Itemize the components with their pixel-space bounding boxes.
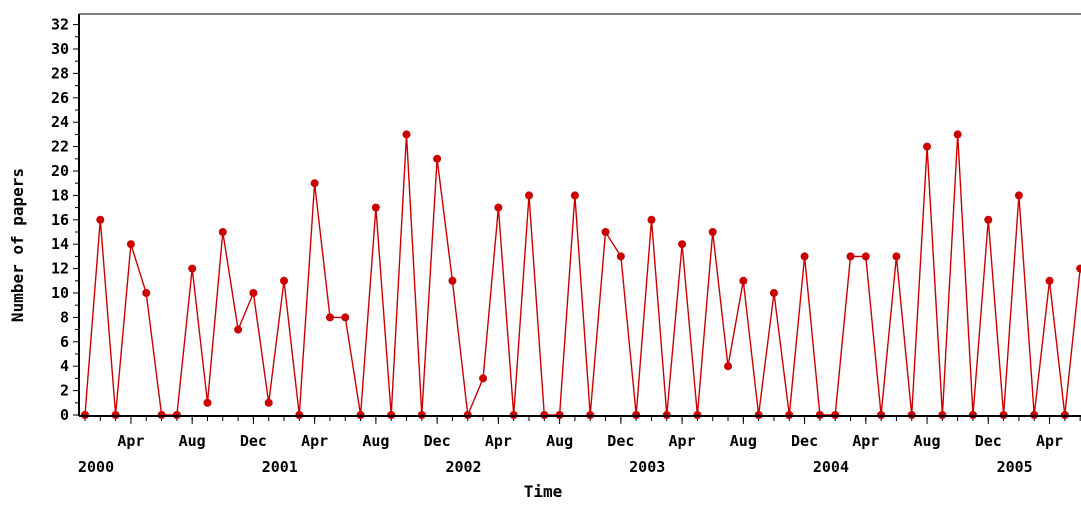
- x-month-label: Aug: [179, 432, 206, 450]
- data-point: [96, 215, 105, 224]
- x-month-label: Dec: [240, 432, 267, 450]
- x-month-label: Apr: [669, 432, 696, 450]
- x-month-label: Apr: [1036, 432, 1063, 450]
- series-line: [84, 134, 1081, 418]
- plot-area: [79, 14, 1081, 416]
- y-tick-label: 28: [51, 64, 69, 82]
- data-point: [678, 240, 687, 249]
- y-tick-label: 30: [51, 40, 69, 58]
- data-point: [739, 276, 748, 285]
- data-point: [371, 203, 380, 212]
- data-point: [616, 252, 625, 261]
- data-point: [846, 252, 855, 261]
- y-tick-label: 26: [51, 89, 69, 107]
- y-tick-label: 32: [51, 16, 69, 34]
- data-point: [892, 252, 901, 261]
- data-point: [402, 130, 411, 139]
- x-month-label: Aug: [546, 432, 573, 450]
- data-point: [1045, 276, 1054, 285]
- y-tick-label: 6: [60, 333, 69, 351]
- y-tick-label: 4: [60, 357, 69, 375]
- data-point: [218, 228, 227, 236]
- y-tick-label: 2: [60, 382, 69, 400]
- data-point: [570, 191, 579, 200]
- y-tick-label: 18: [51, 186, 69, 204]
- x-year-label: 2000: [78, 458, 114, 476]
- data-point: [249, 289, 258, 297]
- y-tick-label: 22: [51, 138, 69, 156]
- data-point: [724, 362, 733, 371]
- y-axis-title: Number of papers: [8, 168, 27, 322]
- data-point: [341, 313, 350, 322]
- x-month-label: Apr: [301, 432, 328, 450]
- data-point: [1014, 191, 1023, 200]
- data-point: [861, 252, 870, 261]
- data-point: [448, 276, 457, 285]
- data-point: [280, 276, 289, 285]
- x-month-label: Aug: [362, 432, 389, 450]
- data-point: [984, 215, 993, 224]
- y-tick-label: 24: [51, 113, 69, 131]
- data-point: [923, 142, 932, 151]
- x-month-label: Dec: [791, 432, 818, 450]
- x-year-label: 2005: [997, 458, 1033, 476]
- x-axis-title: Time: [524, 482, 563, 501]
- y-tick-label: 8: [60, 308, 69, 326]
- data-point: [1076, 264, 1081, 273]
- data-point: [234, 325, 243, 334]
- data-point: [601, 228, 610, 236]
- data-point: [142, 289, 151, 297]
- x-month-label: Apr: [485, 432, 512, 450]
- x-month-label: Dec: [607, 432, 634, 450]
- x-year-label: 2002: [445, 458, 481, 476]
- y-tick-label: 14: [51, 235, 69, 253]
- y-tick-label: 20: [51, 162, 69, 180]
- data-point: [708, 228, 717, 236]
- data-point: [524, 191, 533, 200]
- y-tick-label: 0: [60, 406, 69, 424]
- x-month-label: Dec: [975, 432, 1002, 450]
- data-point: [479, 374, 488, 383]
- data-point: [325, 313, 334, 322]
- data-point: [800, 252, 809, 261]
- data-point: [188, 264, 197, 273]
- data-point: [203, 398, 212, 407]
- x-month-label: Aug: [914, 432, 941, 450]
- x-month-label: Apr: [117, 432, 144, 450]
- x-month-label: Dec: [424, 432, 451, 450]
- y-tick-label: 10: [51, 284, 69, 302]
- data-point: [647, 215, 656, 224]
- data-point: [494, 203, 503, 212]
- data-point: [953, 130, 962, 139]
- x-month-label: Aug: [730, 432, 757, 450]
- x-year-label: 2001: [262, 458, 298, 476]
- y-tick-label: 12: [51, 260, 69, 278]
- data-point: [126, 240, 135, 249]
- data-point: [264, 398, 273, 407]
- y-tick-label: 16: [51, 211, 69, 229]
- x-year-label: 2003: [629, 458, 665, 476]
- data-point: [310, 179, 319, 188]
- x-month-label: Apr: [852, 432, 879, 450]
- data-point: [433, 154, 442, 163]
- x-year-label: 2004: [813, 458, 849, 476]
- data-point: [769, 289, 778, 297]
